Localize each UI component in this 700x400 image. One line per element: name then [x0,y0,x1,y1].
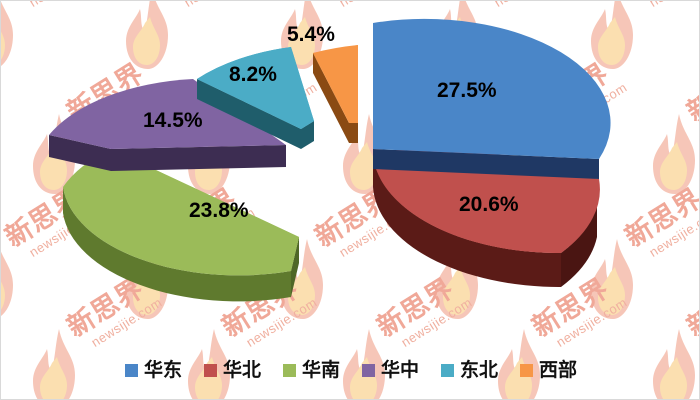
legend-swatch-icon [441,363,455,377]
legend-item[interactable]: 华北 [203,359,261,381]
slice-side-huabei [373,153,561,288]
slice-top-huadong [373,18,611,160]
legend-swatch-icon [203,363,217,377]
legend-item[interactable]: 华东 [124,359,182,381]
legend-item[interactable]: 华南 [282,359,340,381]
slice-label-huadong: 27.5% [437,79,497,102]
legend-swatch-icon [362,363,375,377]
legend-swatch-icon [124,363,138,377]
legend-item[interactable]: 东北 [441,361,498,380]
legend-item[interactable]: 华中 [362,361,419,380]
slice-label-huabei: 20.6% [459,193,519,216]
slice-label-xibu: 5.4% [287,23,335,46]
legend-label: 东北 [460,359,499,381]
slice-side-dongbei [197,79,314,149]
pie-chart: 27.5% 20.6% 23.8% 14.5% 8.2% 5.4% [1,1,699,349]
legend-label: 华东 [143,359,182,381]
slice-label-dongbei: 8.2% [229,63,277,86]
slice-top-huanan-2 [63,149,299,276]
slice-label-huazhong: 14.5% [143,109,203,132]
slice-side-huanan [63,187,291,302]
legend-swatch-icon [282,363,296,377]
legend-label: 华北 [222,359,261,381]
slice-top-xibu-2 [313,45,358,123]
legend-label: 华中 [381,359,420,381]
legend-swatch-icon [520,363,534,377]
chart-legend: 华东 华北 华南 华中 东北 西部 [1,353,699,387]
legend-label: 华南 [301,359,340,381]
slice-top-huabei-3 [373,153,600,254]
slice-label-huanan: 23.8% [189,199,249,222]
pie-chart-svg [49,18,611,302]
slice-side-huabei-r [561,203,597,287]
legend-item[interactable]: 西部 [520,361,577,380]
legend-label: 西部 [539,359,578,381]
